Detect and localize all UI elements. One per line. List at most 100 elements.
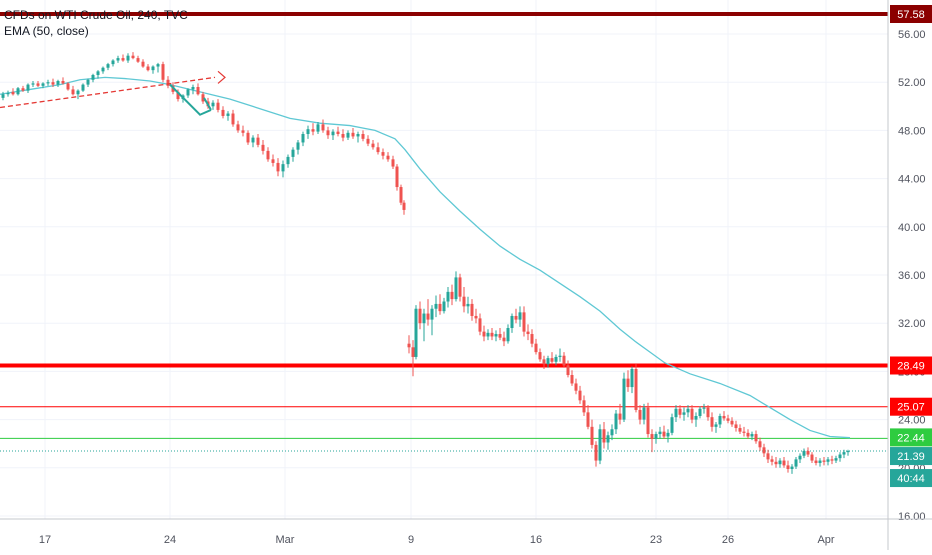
candle <box>236 124 240 131</box>
candle <box>161 64 165 80</box>
y-tick-label: 56.00 <box>898 29 926 41</box>
candle <box>818 460 822 463</box>
candle <box>41 83 45 86</box>
candle <box>710 417 714 427</box>
candle <box>136 58 140 62</box>
candle <box>426 313 430 320</box>
candle <box>546 358 550 365</box>
price-label: 57.58 <box>897 9 925 21</box>
candle <box>306 129 310 135</box>
candle <box>518 312 522 320</box>
candle <box>116 58 120 61</box>
candle <box>361 134 365 139</box>
candle <box>430 308 434 320</box>
candle <box>26 84 30 91</box>
candle <box>311 129 315 132</box>
countdown-label: 40:44 <box>897 473 925 485</box>
candle <box>698 408 702 416</box>
y-tick-label: 16.00 <box>898 511 926 523</box>
candle <box>790 466 794 470</box>
candle <box>326 130 330 136</box>
price-label-bg <box>890 447 932 466</box>
candle <box>806 450 810 455</box>
candle <box>630 368 634 388</box>
chart-title: CFDs on WTI Crude Oil, 240, TVC <box>4 8 188 22</box>
x-tick-label: 16 <box>530 534 542 546</box>
price-label: 22.44 <box>897 432 925 444</box>
candle <box>522 312 526 332</box>
candle <box>694 415 698 420</box>
y-tick-label: 48.00 <box>898 125 926 137</box>
horizontal-lines <box>0 12 888 452</box>
candle <box>474 315 478 319</box>
candle <box>446 291 450 302</box>
candle <box>51 82 55 85</box>
candle <box>486 332 490 337</box>
candle <box>786 465 790 470</box>
y-tick-label: 40.00 <box>898 222 926 234</box>
candle <box>291 149 295 157</box>
price-label-bg <box>890 397 932 416</box>
candle <box>794 459 798 467</box>
candle <box>678 408 682 415</box>
candle <box>46 82 50 84</box>
candle <box>634 368 638 410</box>
candle <box>778 460 782 465</box>
candle <box>558 355 562 357</box>
candle <box>141 61 145 67</box>
price-label: 25.07 <box>897 402 925 414</box>
candle <box>402 202 406 210</box>
candle <box>346 132 350 138</box>
candle <box>758 441 762 448</box>
x-tick-label: 9 <box>408 534 414 546</box>
candle <box>86 79 90 85</box>
candle <box>66 83 70 90</box>
candle <box>331 131 335 136</box>
candle <box>301 134 305 143</box>
candle <box>686 408 690 413</box>
candle <box>614 413 618 430</box>
trendline-arrowhead <box>217 70 226 84</box>
candle <box>762 447 766 454</box>
candle <box>610 429 614 436</box>
candle <box>654 434 658 439</box>
candle <box>562 355 566 366</box>
candle <box>1 94 5 98</box>
candle <box>606 435 610 443</box>
drawings <box>0 70 226 116</box>
candle <box>670 417 674 433</box>
candle <box>411 347 415 357</box>
candle <box>570 375 574 384</box>
candle <box>442 301 446 312</box>
y-tick-label: 24.00 <box>898 415 926 427</box>
candle <box>76 90 80 95</box>
candle <box>399 187 403 203</box>
candle <box>814 460 818 463</box>
candles <box>1 52 850 474</box>
candle <box>674 408 678 418</box>
candle <box>770 459 774 462</box>
candle <box>826 459 830 462</box>
candle <box>798 455 802 460</box>
candle <box>774 461 778 465</box>
candle <box>71 89 75 95</box>
candle <box>514 315 518 320</box>
candle <box>454 277 458 300</box>
candle <box>266 150 270 160</box>
trendline <box>0 76 216 109</box>
projection-arrow <box>169 83 212 116</box>
candle <box>730 420 734 425</box>
candle <box>31 83 35 85</box>
candle <box>554 356 558 362</box>
price-label-bg <box>890 428 932 447</box>
candle <box>734 424 738 429</box>
candle <box>414 308 418 357</box>
candle <box>470 303 474 316</box>
candle <box>598 429 602 461</box>
candle <box>61 80 65 84</box>
candle <box>321 124 325 131</box>
chart-legend: CFDs on WTI Crude Oil, 240, TVC EMA (50,… <box>4 7 188 39</box>
candle <box>578 390 582 401</box>
